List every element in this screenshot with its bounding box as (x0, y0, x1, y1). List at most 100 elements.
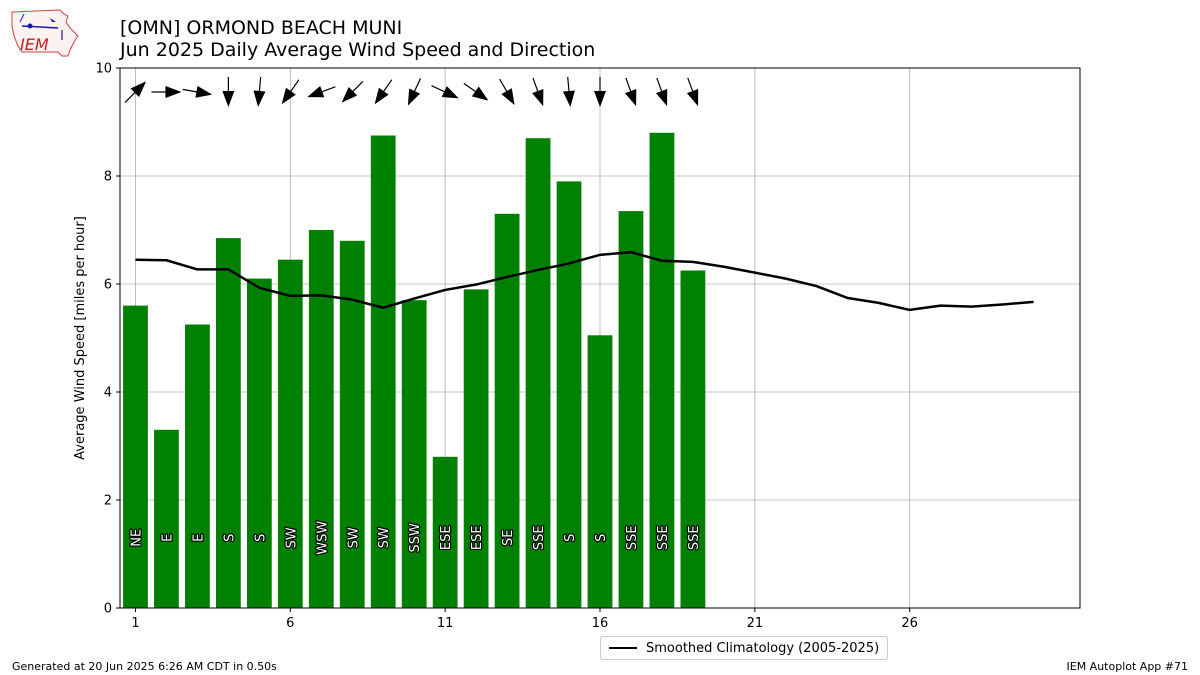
x-tick-label: 16 (592, 616, 609, 631)
direction-label-day-19: SSE (687, 525, 702, 550)
bar-day-9 (370, 135, 396, 608)
x-tick-label: 1 (131, 616, 139, 631)
direction-label-day-7: WSW (315, 521, 330, 555)
y-tick-label: 2 (104, 494, 112, 509)
direction-arrow-day-14 (532, 77, 544, 107)
bar-day-19 (680, 270, 706, 608)
x-tick-label: 21 (747, 616, 764, 631)
bar-day-15 (556, 181, 582, 608)
bar-day-12 (463, 289, 489, 608)
bar-day-10 (401, 300, 427, 608)
arrow-head (407, 88, 421, 106)
direction-label-day-11: ESE (439, 525, 454, 550)
arrow-head (341, 87, 358, 103)
arrow-head (374, 87, 389, 105)
direction-label-day-1: NE (129, 529, 144, 547)
direction-arrow-day-12 (463, 82, 489, 101)
direction-label-day-16: S (594, 534, 609, 542)
bar-series (123, 132, 706, 609)
direction-arrow-day-11 (431, 85, 459, 99)
bar-day-4 (216, 238, 241, 608)
direction-arrow-day-2 (151, 86, 182, 98)
arrow-head (624, 89, 637, 107)
direction-arrow-day-16 (594, 77, 606, 107)
direction-label-day-5: S (253, 534, 268, 542)
iem-logo: IEM (11, 9, 79, 57)
bar-day-5 (246, 278, 272, 608)
bar-day-11 (432, 456, 458, 608)
direction-label-day-6: SW (284, 527, 299, 548)
arrow-head (562, 90, 575, 107)
bar-day-7 (308, 230, 334, 608)
arrow-head (130, 81, 147, 97)
direction-label-day-15: S (563, 534, 578, 542)
arrow-head (532, 89, 544, 107)
climatology-line (135, 250, 1034, 312)
y-tick-label: 0 (104, 602, 112, 617)
bar-day-1 (123, 305, 148, 608)
direction-arrow-day-18 (655, 77, 668, 107)
bar-day-8 (339, 240, 365, 609)
arrow-head (281, 87, 296, 105)
direction-arrows (124, 77, 699, 107)
arrow-head (222, 91, 235, 107)
app-footer: IEM Autoplot App #71 (1066, 660, 1189, 673)
legend-line-swatch (609, 647, 637, 649)
arrow-head (195, 85, 213, 98)
direction-arrow-day-15 (562, 77, 575, 107)
bar-day-16 (587, 335, 613, 608)
direction-arrow-day-9 (374, 79, 393, 105)
y-tick-label: 8 (104, 170, 112, 185)
direction-arrow-day-10 (407, 78, 422, 106)
bar-day-14 (525, 138, 551, 608)
direction-label-day-2: E (160, 534, 175, 542)
bar-day-18 (649, 132, 675, 609)
arrow-head (501, 88, 515, 105)
chart-title-line2: Jun 2025 Daily Average Wind Speed and Di… (120, 39, 596, 61)
direction-arrow-day-1 (124, 81, 147, 104)
x-tick-label: 26 (901, 616, 918, 631)
x-tick-label: 11 (437, 616, 454, 631)
bar-day-2 (154, 429, 179, 608)
direction-label-day-3: E (191, 534, 206, 542)
arrow-head (655, 89, 668, 107)
x-tick-label: 6 (286, 616, 294, 631)
legend: Smoothed Climatology (2005-2025) (600, 636, 889, 660)
bar-day-6 (277, 259, 303, 608)
arrow-head (441, 86, 459, 99)
y-tick-label: 10 (95, 62, 112, 77)
direction-arrow-day-17 (624, 77, 637, 107)
direction-arrow-day-7 (307, 86, 336, 98)
generated-footer: Generated at 20 Jun 2025 6:26 AM CDT in … (12, 660, 277, 673)
direction-arrow-day-4 (222, 77, 235, 107)
bar-day-17 (618, 211, 644, 608)
arrow-head (471, 86, 489, 101)
direction-arrow-day-5 (253, 77, 266, 107)
bar-day-13 (494, 213, 520, 609)
direction-label-day-18: SSE (656, 525, 671, 550)
arrow-head (253, 90, 266, 107)
bar-day-3 (185, 324, 210, 608)
y-axis-label: Average Wind Speed [miles per hour] (73, 216, 88, 460)
direction-arrow-day-8 (341, 80, 364, 103)
direction-label-day-13: SE (501, 530, 516, 546)
direction-label-day-10: SSW (408, 523, 423, 553)
direction-arrow-day-6 (281, 79, 300, 105)
direction-arrow-day-13 (499, 78, 515, 105)
arrow-head (686, 89, 699, 107)
direction-label-day-4: S (222, 534, 237, 542)
direction-label-day-12: ESE (470, 525, 485, 550)
direction-label-day-9: SW (377, 527, 392, 548)
y-tick-label: 4 (104, 386, 112, 401)
y-tick-label: 6 (104, 278, 112, 293)
arrow-head (165, 86, 182, 98)
legend-label: Smoothed Climatology (2005-2025) (646, 640, 880, 656)
direction-arrow-day-19 (686, 77, 699, 107)
chart-title-line1: [OMN] ORMOND BEACH MUNI (120, 17, 403, 39)
direction-label-day-8: SW (346, 527, 361, 548)
climatology-series (135, 250, 1034, 312)
direction-labels: NE E E S S SW WSW SW SW SSW ESE ESE SE SSE S S SSE SSE SSE (128, 519, 703, 556)
direction-label-day-17: SSE (625, 525, 640, 550)
direction-arrow-day-3 (182, 85, 213, 98)
